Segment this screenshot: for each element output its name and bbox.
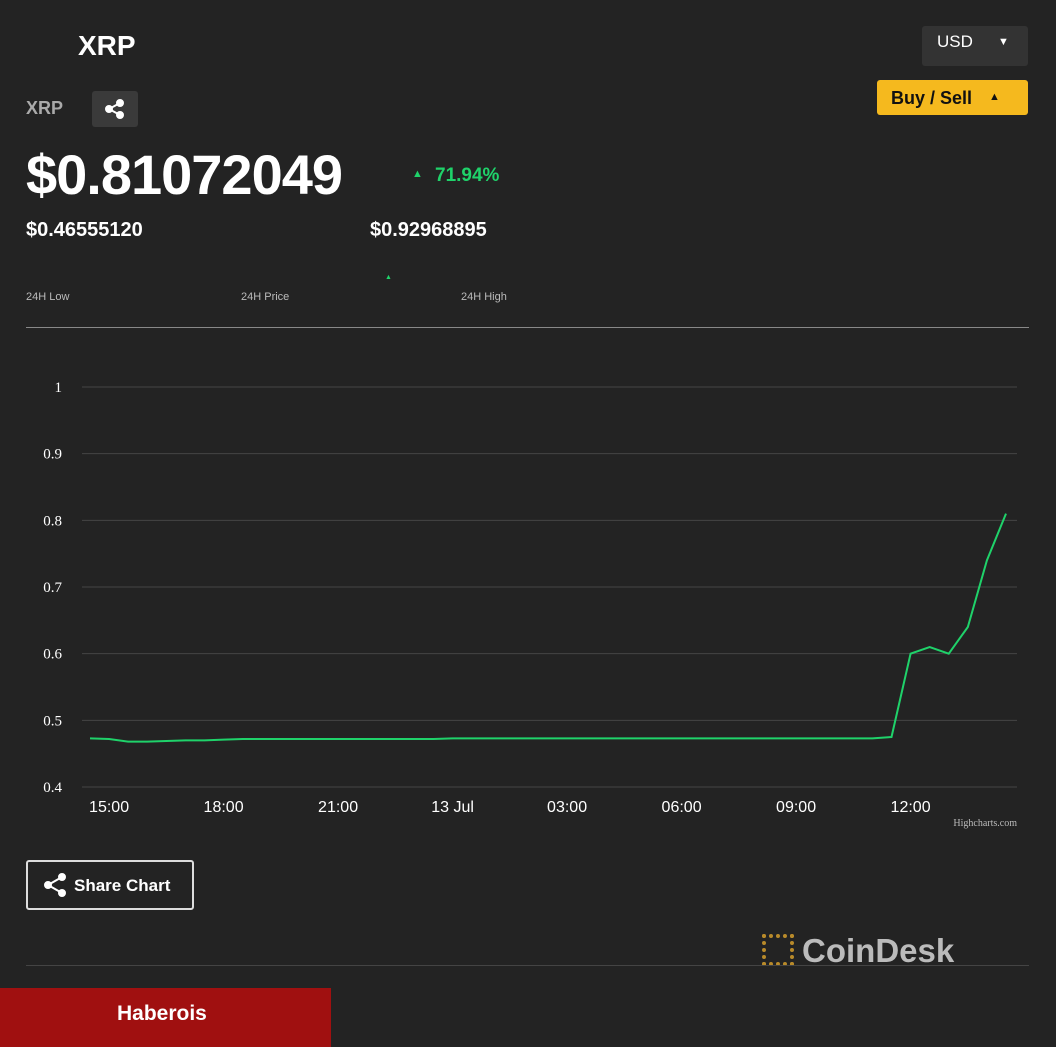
share-icon-button[interactable] — [92, 91, 138, 127]
buy-sell: Buy / Sell — [891, 88, 973, 108]
y-tick-label: 0.6 — [43, 647, 62, 663]
x-tick-label: 03:00 — [547, 799, 587, 816]
x-tick-label: 12:00 — [891, 799, 931, 816]
currency-select[interactable]: USD ▼ — [922, 26, 1028, 66]
change: 71.94% — [435, 165, 500, 186]
x-tick-label: 09:00 — [776, 799, 816, 816]
share-chart-button[interactable]: Share Chart — [26, 860, 194, 910]
symbol: XRP — [26, 98, 64, 118]
x-tick-label: 21:00 — [318, 799, 358, 816]
buy-sell-button[interactable]: Buy / Sell ▲ — [877, 80, 1028, 115]
share-icon — [44, 873, 66, 897]
marker: ▲ — [385, 274, 392, 281]
brand-logo — [762, 934, 794, 966]
y-tick-label: 0.7 — [43, 580, 62, 596]
x-tick-label: 15:00 — [89, 799, 129, 816]
share-icon — [105, 99, 124, 119]
high: $0.92968895 — [370, 219, 487, 241]
divider — [26, 965, 1029, 966]
chart: Highcharts.com 0.4 0.5 0.6 0.7 0.8 0.9 1 15:00 1… — [43, 380, 1017, 829]
x-tick-label: 13 Jul — [431, 799, 474, 816]
low: $0.46555120 — [26, 219, 143, 241]
x-tick-label: 18:00 — [204, 799, 244, 816]
price-line — [89, 513, 1007, 743]
y-tick-label: 1 — [55, 380, 63, 396]
banner-text: Haberois — [117, 1002, 207, 1025]
high-label: 24H High — [461, 291, 507, 303]
y-tick-label: 0.4 — [43, 780, 62, 796]
title: XRP — [78, 30, 136, 61]
credit: Highcharts.com — [953, 818, 1017, 829]
y-tick-label: 0.5 — [43, 713, 62, 729]
caret: ▲ — [989, 91, 1000, 103]
x-tick-label: 06:00 — [662, 799, 702, 816]
currency: USD — [937, 32, 973, 51]
caret: ▼ — [998, 36, 1009, 48]
low-label: 24H Low — [26, 291, 70, 303]
price: $0.81072049 — [26, 143, 343, 206]
brand: CoinDesk — [802, 932, 955, 969]
banner: Haberois — [0, 988, 331, 1047]
up-arrow: ▲ — [412, 168, 423, 180]
divider — [26, 327, 1029, 328]
y-tick-label: 0.8 — [43, 513, 62, 529]
price-label: 24H Price — [241, 291, 290, 303]
y-tick-label: 0.9 — [43, 447, 62, 463]
share-chart: Share Chart — [74, 876, 171, 895]
